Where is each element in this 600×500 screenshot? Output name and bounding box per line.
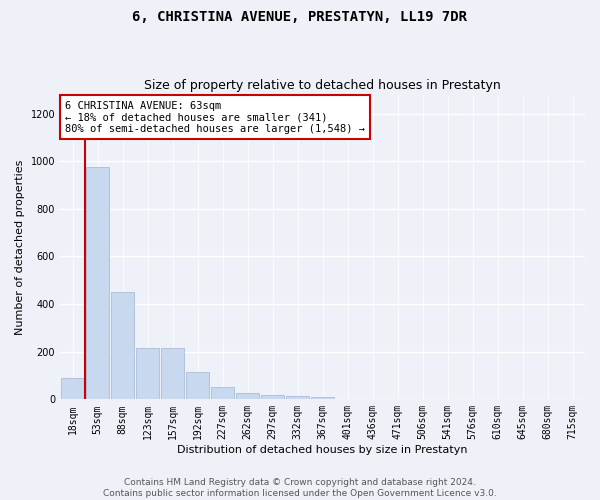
Bar xyxy=(261,395,284,400)
Bar xyxy=(236,394,259,400)
Bar xyxy=(311,397,334,400)
Bar xyxy=(211,388,234,400)
X-axis label: Distribution of detached houses by size in Prestatyn: Distribution of detached houses by size … xyxy=(177,445,468,455)
Text: Contains HM Land Registry data © Crown copyright and database right 2024.
Contai: Contains HM Land Registry data © Crown c… xyxy=(103,478,497,498)
Bar xyxy=(86,167,109,400)
Bar xyxy=(111,292,134,400)
Bar xyxy=(61,378,84,400)
Y-axis label: Number of detached properties: Number of detached properties xyxy=(15,160,25,334)
Bar xyxy=(186,372,209,400)
Bar xyxy=(286,396,309,400)
Bar xyxy=(161,348,184,400)
Text: 6, CHRISTINA AVENUE, PRESTATYN, LL19 7DR: 6, CHRISTINA AVENUE, PRESTATYN, LL19 7DR xyxy=(133,10,467,24)
Bar xyxy=(136,348,159,400)
Text: 6 CHRISTINA AVENUE: 63sqm
← 18% of detached houses are smaller (341)
80% of semi: 6 CHRISTINA AVENUE: 63sqm ← 18% of detac… xyxy=(65,100,365,134)
Title: Size of property relative to detached houses in Prestatyn: Size of property relative to detached ho… xyxy=(144,79,501,92)
